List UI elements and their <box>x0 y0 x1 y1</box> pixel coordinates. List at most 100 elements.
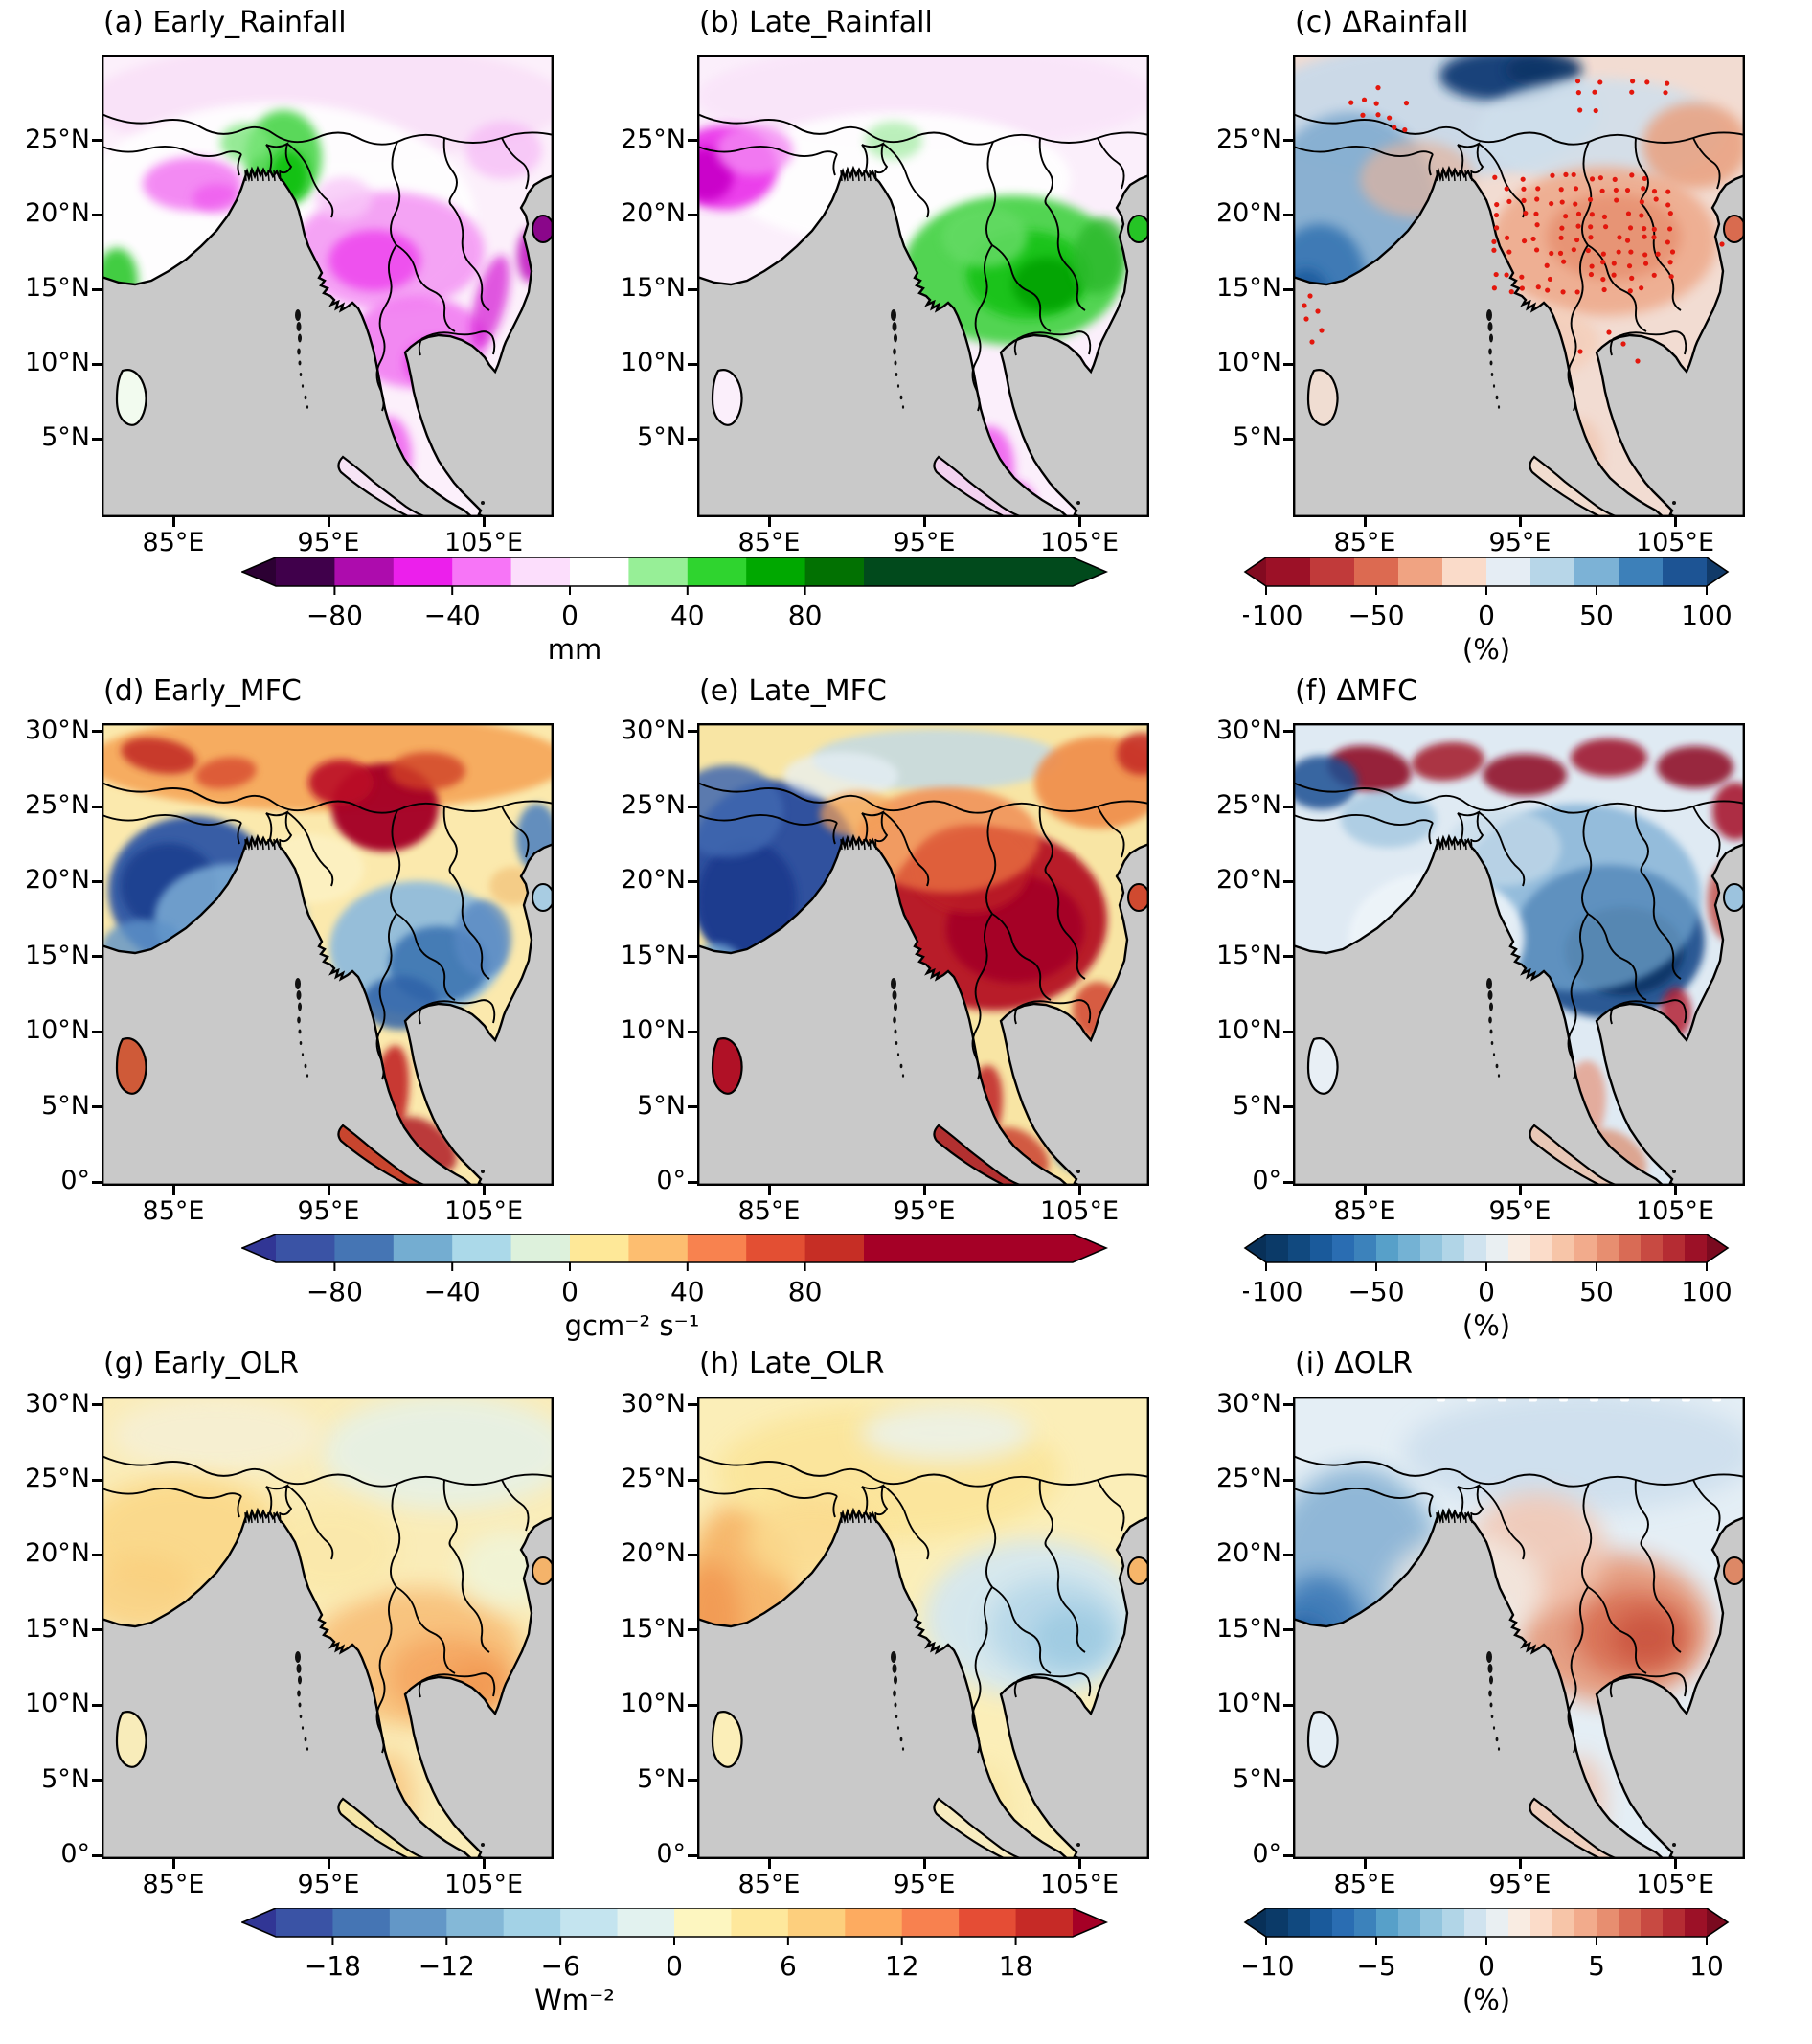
x-tick-label: 85°E <box>142 528 205 557</box>
map-frame <box>697 723 1150 1187</box>
colorbar-tick-label: 80 <box>788 1276 823 1307</box>
y-tick-label: 5°N <box>1233 1090 1281 1121</box>
ocean-region <box>697 1510 1149 1859</box>
map-frame <box>1293 55 1746 518</box>
colorbar-outline <box>239 556 1109 587</box>
sri-lanka-island <box>711 1037 743 1095</box>
y-tick <box>688 1478 697 1482</box>
river-delta-marks <box>1436 838 1473 851</box>
x-tick <box>327 1859 330 1869</box>
colorbar-ticks: −100 −50 0 50 100 <box>1230 586 1733 631</box>
y-tick <box>688 1628 697 1632</box>
x-tick <box>1363 1859 1367 1869</box>
colorbar-left-row3: −18 −12 −6 0 6 12 18 Wm⁻² <box>239 1907 1113 2016</box>
colorbar-outline <box>239 1907 1109 1938</box>
x-tick <box>767 517 771 527</box>
sri-lanka-island <box>711 1711 743 1768</box>
x-tick <box>327 1186 330 1195</box>
colorbar-left-row1: −80 −40 0 40 80 mm <box>239 556 1113 666</box>
country-borders <box>97 111 558 412</box>
colorbar-tick-label: 5 <box>1588 1950 1605 1982</box>
sri-lanka-island <box>1306 369 1339 426</box>
sri-lanka-island <box>711 369 743 426</box>
country-borders <box>692 1453 1154 1754</box>
y-tick <box>688 805 697 808</box>
y-tick <box>1283 1478 1293 1482</box>
colorbar-right-row1-svg: −100 −50 0 50 100 (%) <box>1230 556 1733 666</box>
colorbar-unit-label: mm <box>548 633 602 665</box>
y-tick-label: 10°N <box>24 1689 90 1719</box>
y-tick <box>92 955 102 959</box>
y-tick-label: 15°N <box>620 273 686 304</box>
colorbar-tick-label: 0 <box>1478 1950 1495 1982</box>
y-tick-label: 5°N <box>41 1763 90 1794</box>
colorbar-tick-label: 100 <box>1681 600 1732 631</box>
x-tick <box>1673 1186 1677 1195</box>
x-tick-label: 85°E <box>1333 528 1396 557</box>
y-tick <box>688 1030 697 1033</box>
colorbar-tick-label: 100 <box>1681 1276 1732 1307</box>
colorbar-tick-label: 50 <box>1579 1276 1614 1307</box>
x-tick <box>482 1859 486 1869</box>
y-tick-label: 0° <box>1252 1166 1281 1196</box>
andaman-islands <box>891 309 905 409</box>
stipple-dots <box>1302 79 1725 364</box>
colorbar-left-arrow <box>242 557 276 586</box>
y-tick <box>688 955 697 959</box>
map-svg-c <box>1255 45 1750 519</box>
ocean-region <box>102 169 554 517</box>
y-tick-label: 30°N <box>620 715 686 745</box>
y-tick <box>688 1105 697 1109</box>
colorbar-segments <box>276 557 865 586</box>
river-delta-marks <box>840 838 877 851</box>
x-tick <box>1077 1186 1081 1195</box>
river-delta-marks <box>244 1511 282 1524</box>
y-tick-label: 25°N <box>1215 790 1281 821</box>
y-tick-label: 15°N <box>1215 1613 1281 1644</box>
x-tick-label: 95°E <box>1488 1196 1552 1226</box>
colorbar-unit-label: (%) <box>1462 633 1510 665</box>
x-tick-label: 95°E <box>297 1870 360 1899</box>
country-borders <box>1288 1453 1750 1754</box>
map-frame <box>1293 723 1746 1187</box>
andaman-islands <box>295 1651 309 1751</box>
y-tick <box>92 1703 102 1707</box>
x-tick-label: 105°E <box>1039 1870 1120 1899</box>
y-tick-label: 30°N <box>24 1388 90 1419</box>
panel-title-f: (f) ΔMFC <box>1295 674 1418 708</box>
colorbar-segments <box>1266 557 1708 586</box>
anomaly-field <box>670 45 1157 524</box>
x-tick <box>171 517 175 527</box>
y-tick <box>688 1779 697 1783</box>
y-tick <box>1283 805 1293 808</box>
colorbar-tick-label: 18 <box>999 1950 1033 1982</box>
map-svg-b <box>670 45 1157 524</box>
y-tick-label: 15°N <box>620 940 686 970</box>
y-tick-label: 5°N <box>41 1090 90 1121</box>
colorbar-tick-label: 40 <box>670 1276 705 1307</box>
y-tick-label: 25°N <box>620 124 686 154</box>
panel-title-b: (b) Late_Rainfall <box>699 6 933 39</box>
panel-title-e: (e) Late_MFC <box>699 674 887 708</box>
y-tick <box>1283 139 1293 143</box>
y-tick <box>1283 1779 1293 1783</box>
coastline-south-china-sea <box>403 1515 555 1861</box>
panel-title-h: (h) Late_OLR <box>699 1347 885 1380</box>
colorbar-tick-label: −80 <box>306 600 363 631</box>
andaman-islands <box>891 978 905 1078</box>
y-tick <box>688 1853 697 1857</box>
colorbar-left-arrow <box>1245 1908 1266 1937</box>
y-tick-label: 15°N <box>1215 273 1281 304</box>
colorbar-right-row3-svg: −10 −5 0 5 10 (%) <box>1237 1907 1730 2016</box>
y-tick-label: 5°N <box>1233 422 1281 453</box>
map-svg-g <box>82 1395 571 1861</box>
x-tick-label: 105°E <box>1039 528 1120 557</box>
y-tick-label: 0° <box>1252 1839 1281 1870</box>
colorbar-right-arrow <box>1707 557 1728 586</box>
y-tick-label: 25°N <box>620 1464 686 1494</box>
map-svg-a <box>73 43 567 519</box>
y-tick <box>1283 879 1293 883</box>
islands <box>115 1556 555 1861</box>
colorbar-tick-label: −40 <box>424 1276 481 1307</box>
y-tick-label: 10°N <box>1215 348 1281 378</box>
